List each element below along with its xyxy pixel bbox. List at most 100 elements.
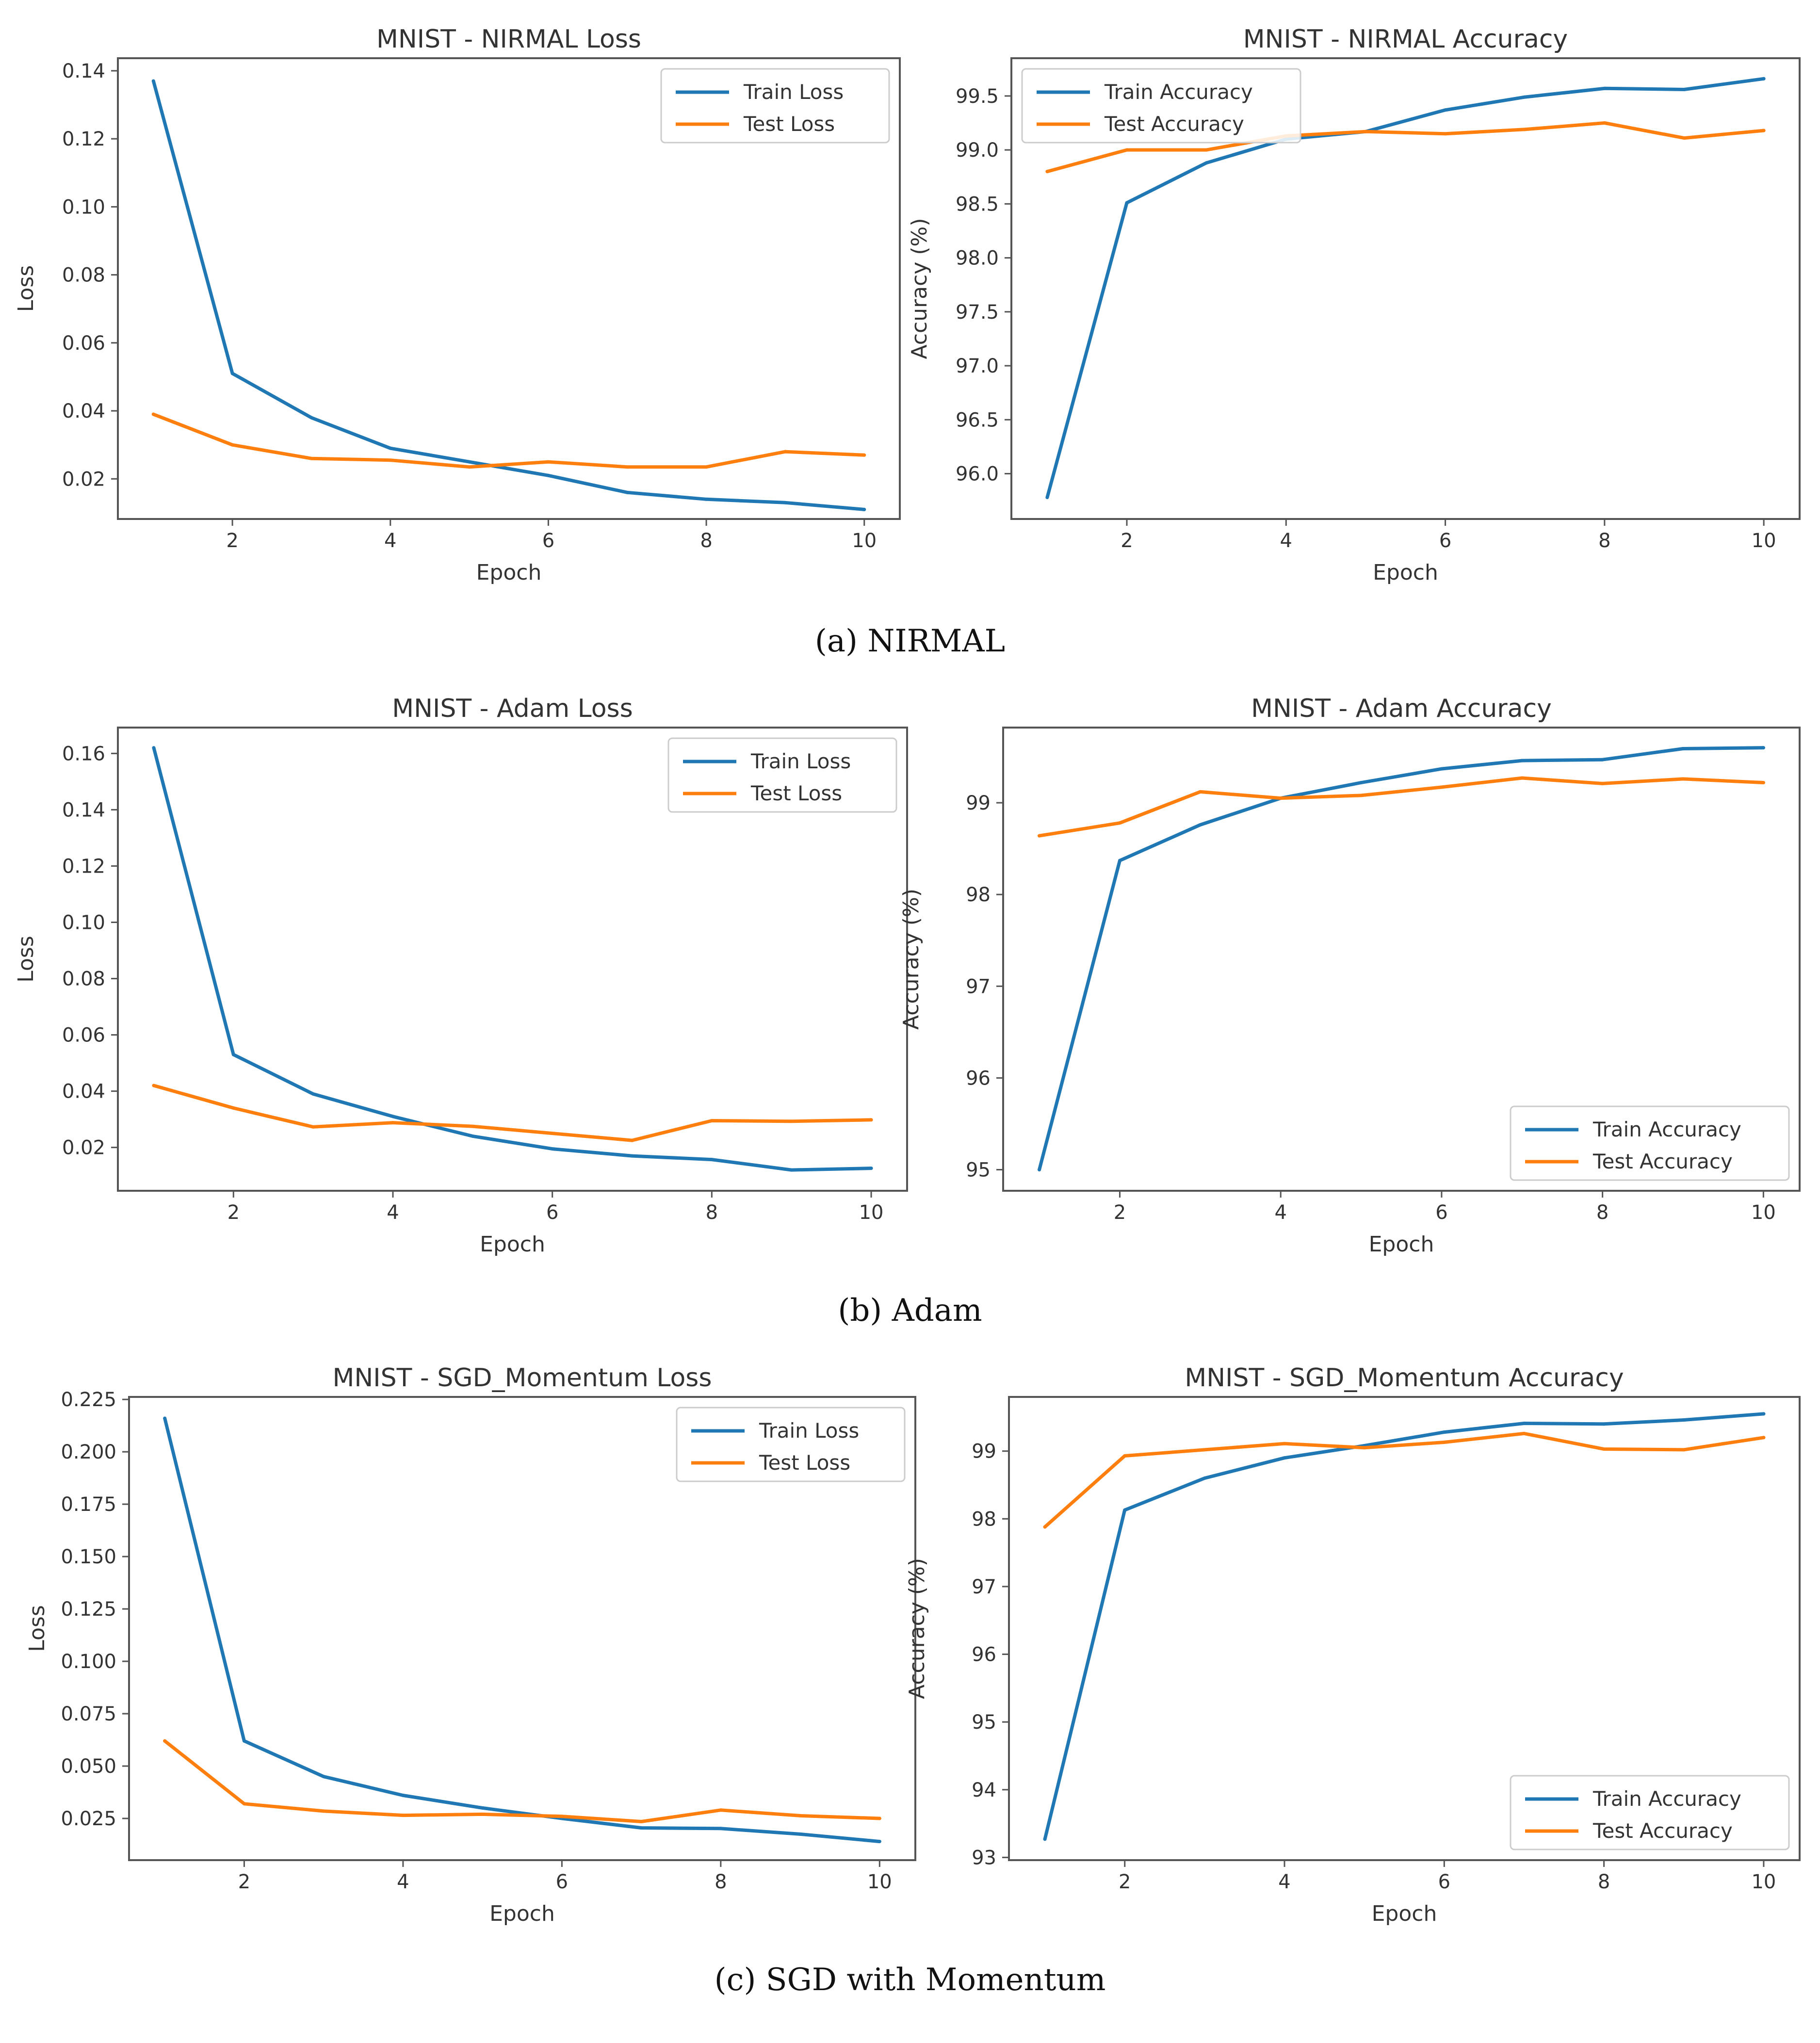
data-point-train-loss (151, 79, 155, 83)
x-tick-label: 2 (238, 1871, 250, 1893)
plot-frame (117, 57, 901, 520)
data-point-train-loss (878, 1840, 881, 1844)
data-point-train-loss (710, 1158, 714, 1162)
legend-label: Test Accuracy (1592, 1150, 1733, 1173)
data-point-train-accuracy (1283, 1456, 1286, 1460)
data-point-test-accuracy (1364, 130, 1367, 133)
y-tick-label: 0.16 (62, 743, 105, 765)
series-line-test-loss (152, 1084, 873, 1142)
y-axis-label: Accuracy (%) (905, 1558, 929, 1699)
data-point-test-accuracy (1038, 834, 1041, 838)
data-point-train-accuracy (1043, 1837, 1047, 1841)
x-tick-label: 10 (1751, 1871, 1776, 1893)
data-point-train-loss (546, 473, 550, 477)
x-tick-label: 2 (1121, 530, 1133, 552)
data-point-train-loss (719, 1827, 723, 1831)
y-tick-label: 0.10 (62, 196, 105, 218)
x-axis-label: Epoch (476, 560, 542, 585)
data-point-test-accuracy (1523, 128, 1527, 131)
legend-frame (1510, 1775, 1790, 1850)
y-tick-label: 97.5 (956, 301, 999, 324)
chart-nirmal-loss: MNIST - NIRMAL Loss 2 4 6 8 10 0.02 0.04 0.06 0.0… (14, 25, 901, 585)
data-point-test-loss (560, 1815, 564, 1818)
x-tick-label: 8 (1598, 530, 1610, 552)
y-tick-label: 94 (972, 1779, 996, 1801)
y-tick-label: 96.5 (956, 409, 999, 431)
data-point-train-loss (468, 460, 471, 464)
x-tick-label: 4 (387, 1201, 399, 1224)
data-point-test-accuracy (1762, 129, 1766, 132)
data-point-test-accuracy (1202, 1448, 1206, 1452)
data-point-test-loss (878, 1816, 881, 1820)
data-point-train-accuracy (1522, 1421, 1526, 1425)
data-point-test-loss (309, 456, 313, 460)
series-line-test-accuracy (1043, 1431, 1766, 1529)
x-tick-label: 10 (1751, 1201, 1776, 1224)
x-tick-label: 8 (1598, 1871, 1610, 1893)
data-point-test-loss (322, 1809, 325, 1813)
y-tick-label: 0.175 (61, 1493, 116, 1516)
data-point-test-accuracy (1603, 121, 1607, 125)
data-point-test-accuracy (1363, 1446, 1366, 1450)
legend: Train Accuracy Test Accuracy (1510, 1775, 1790, 1850)
data-point-train-accuracy (1520, 759, 1524, 762)
series-line-test-loss (163, 1739, 881, 1823)
x-tick-label: 4 (1278, 1871, 1290, 1893)
data-point-train-accuracy (1603, 86, 1607, 90)
data-point-train-accuracy (1359, 780, 1363, 784)
legend-label: Train Loss (759, 1419, 859, 1443)
data-point-test-loss (630, 1138, 634, 1142)
data-point-train-loss (322, 1775, 325, 1779)
y-axis-label: Loss (14, 936, 38, 983)
y-tick-label: 93 (972, 1847, 996, 1869)
data-point-test-accuracy (1682, 136, 1686, 140)
y-tick-label: 0.02 (62, 468, 105, 490)
y-tick-label: 98 (966, 884, 991, 906)
y-axis-label: Accuracy (%) (899, 889, 924, 1030)
chart-title: MNIST - Adam Accuracy (1251, 694, 1552, 723)
data-point-test-loss (639, 1820, 643, 1824)
legend: Train Loss Test Loss (676, 1407, 906, 1482)
data-point-test-accuracy (1444, 132, 1447, 136)
data-point-train-loss (481, 1806, 485, 1810)
data-point-test-loss (481, 1812, 485, 1816)
legend-label: Train Loss (750, 749, 851, 773)
data-point-train-loss (311, 1092, 315, 1096)
series-line-test-loss (151, 412, 866, 469)
legend: Train Accuracy Test Accuracy (1021, 68, 1301, 144)
x-tick-label: 2 (226, 530, 238, 552)
data-point-test-loss (704, 465, 708, 469)
y-tick-label: 0.100 (61, 1651, 116, 1673)
x-axis-label: Epoch (1373, 560, 1438, 585)
y-axis-label: Loss (14, 265, 38, 312)
y-tick-label: 98.5 (956, 193, 999, 215)
y-axis-label: Loss (25, 1605, 49, 1652)
data-point-train-loss (798, 1832, 802, 1836)
y-tick-label: 0.050 (61, 1755, 116, 1778)
series-line-train-loss (152, 746, 873, 1172)
data-point-test-loss (231, 1106, 235, 1110)
data-point-train-accuracy (1682, 88, 1686, 92)
x-tick-label: 6 (1435, 1201, 1447, 1224)
data-point-test-accuracy (1118, 821, 1121, 825)
data-point-test-loss (783, 450, 787, 454)
legend-label: Train Accuracy (1592, 1118, 1741, 1141)
data-point-train-accuracy (1038, 1168, 1041, 1172)
data-point-test-loss (391, 1121, 395, 1125)
caption-nirmal: (a) NIRMAL (814, 623, 1006, 659)
data-point-test-accuracy (1762, 1436, 1766, 1440)
data-point-train-loss (242, 1739, 246, 1743)
legend-frame (1021, 68, 1301, 144)
y-tick-label: 95 (966, 1159, 991, 1182)
data-point-train-accuracy (1762, 77, 1766, 81)
y-tick-label: 0.125 (61, 1598, 116, 1621)
data-point-test-accuracy (1522, 1431, 1526, 1435)
plot-frame (128, 1396, 916, 1861)
y-tick-label: 0.12 (62, 128, 105, 150)
y-tick-label: 99 (972, 1441, 996, 1463)
data-point-train-accuracy (1682, 1418, 1686, 1422)
data-point-test-loss (401, 1814, 405, 1817)
legend-label: Test Loss (759, 1451, 850, 1475)
legend-label: Train Accuracy (1592, 1787, 1741, 1811)
